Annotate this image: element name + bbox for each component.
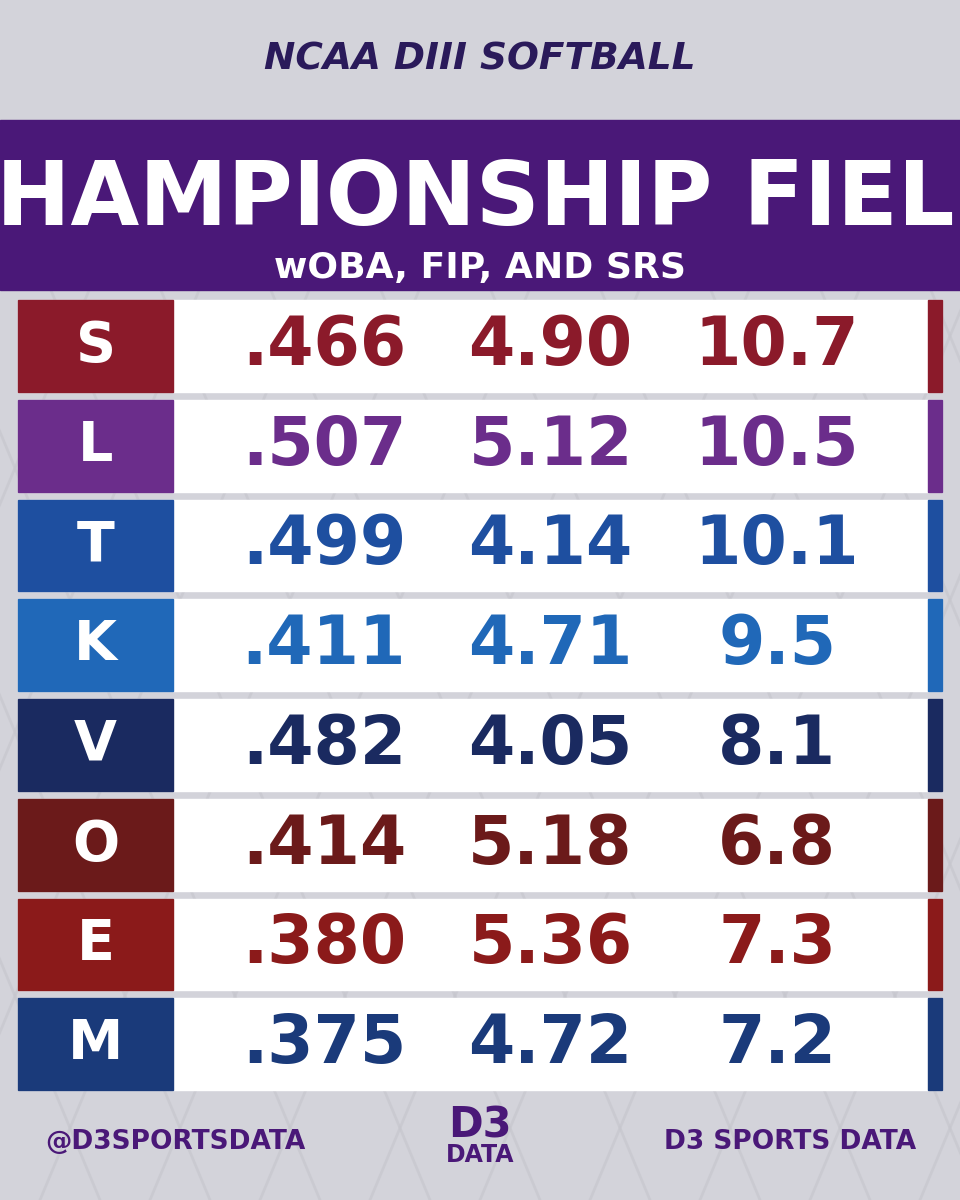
Text: D3 SPORTS DATA: D3 SPORTS DATA bbox=[664, 1129, 916, 1154]
Text: S: S bbox=[76, 319, 115, 373]
Bar bbox=[18, 400, 173, 492]
Text: O: O bbox=[72, 817, 119, 871]
Bar bbox=[928, 899, 942, 990]
Bar bbox=[18, 698, 173, 791]
Text: 8.1: 8.1 bbox=[718, 712, 836, 778]
Text: .380: .380 bbox=[242, 911, 406, 977]
Text: NCAA DIII SOFTBALL: NCAA DIII SOFTBALL bbox=[264, 42, 696, 78]
Bar bbox=[18, 799, 173, 890]
Text: 5.12: 5.12 bbox=[468, 413, 633, 479]
Text: .507: .507 bbox=[242, 413, 406, 479]
Text: CHAMPIONSHIP FIELD: CHAMPIONSHIP FIELD bbox=[0, 156, 960, 244]
Bar bbox=[0, 120, 960, 290]
Bar bbox=[928, 599, 942, 691]
Text: 6.8: 6.8 bbox=[718, 811, 836, 877]
Bar bbox=[18, 300, 173, 391]
Text: 7.3: 7.3 bbox=[718, 911, 836, 977]
Text: L: L bbox=[78, 419, 113, 473]
Bar bbox=[18, 400, 942, 492]
Text: T: T bbox=[77, 518, 114, 572]
Text: 7.2: 7.2 bbox=[718, 1012, 836, 1078]
Text: .375: .375 bbox=[242, 1012, 406, 1078]
Text: 4.72: 4.72 bbox=[468, 1012, 633, 1078]
Bar bbox=[18, 899, 942, 990]
Text: DATA: DATA bbox=[445, 1142, 515, 1166]
Text: 5.36: 5.36 bbox=[468, 911, 633, 977]
Text: .414: .414 bbox=[242, 811, 406, 877]
Text: 4.14: 4.14 bbox=[468, 512, 633, 578]
Text: .482: .482 bbox=[242, 712, 406, 778]
Bar bbox=[928, 300, 942, 391]
Text: wOBA, FIP, AND SRS: wOBA, FIP, AND SRS bbox=[274, 251, 686, 284]
Bar bbox=[18, 599, 173, 691]
Text: 10.5: 10.5 bbox=[695, 413, 859, 479]
Bar bbox=[18, 499, 942, 592]
Text: @D3SPORTSDATA: @D3SPORTSDATA bbox=[45, 1129, 305, 1154]
Bar bbox=[18, 899, 173, 990]
Text: 4.90: 4.90 bbox=[468, 313, 633, 379]
Bar bbox=[928, 799, 942, 890]
Bar bbox=[18, 599, 942, 691]
Text: E: E bbox=[77, 917, 114, 971]
Bar bbox=[0, 0, 960, 120]
Text: 5.18: 5.18 bbox=[468, 811, 633, 877]
Text: .466: .466 bbox=[242, 313, 406, 379]
Text: 4.05: 4.05 bbox=[468, 712, 633, 778]
Text: .499: .499 bbox=[242, 512, 406, 578]
Bar bbox=[18, 499, 173, 592]
Text: 10.1: 10.1 bbox=[695, 512, 859, 578]
Bar bbox=[928, 698, 942, 791]
Bar bbox=[928, 998, 942, 1090]
Bar bbox=[18, 300, 942, 391]
Text: K: K bbox=[74, 618, 117, 672]
Text: 10.7: 10.7 bbox=[695, 313, 859, 379]
Bar bbox=[18, 799, 942, 890]
Bar bbox=[18, 998, 173, 1090]
Bar bbox=[18, 698, 942, 791]
Bar bbox=[18, 998, 942, 1090]
Text: .411: .411 bbox=[242, 612, 406, 678]
Text: D3: D3 bbox=[448, 1105, 512, 1147]
Text: 9.5: 9.5 bbox=[718, 612, 836, 678]
Bar bbox=[928, 499, 942, 592]
Bar bbox=[928, 400, 942, 492]
Text: M: M bbox=[68, 1018, 123, 1072]
Text: 4.71: 4.71 bbox=[468, 612, 633, 678]
Text: V: V bbox=[74, 718, 117, 772]
